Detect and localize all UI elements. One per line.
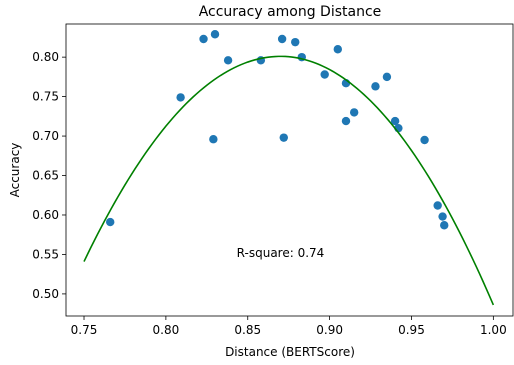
data-point [371,82,380,91]
r-square-annotation: R-square: 0.74 [237,246,325,260]
data-point [106,217,115,227]
data-point [277,34,287,44]
data-point [440,221,449,230]
x-tick-label: 0.80 [153,323,180,337]
x-tick-label: 0.90 [316,323,343,337]
data-point [320,70,329,79]
data-point [210,30,220,39]
data-point [341,116,351,126]
x-tick-label: 0.75 [71,323,98,337]
data-point [420,135,429,145]
x-axis-ticks: 0.75 0.80 0.85 0.90 0.95 1.00 [71,316,507,337]
data-point [209,135,218,144]
y-tick-label: 0.55 [32,247,59,261]
x-tick-label: 0.95 [398,323,425,337]
data-point [223,56,233,65]
data-point [433,201,442,210]
data-point [390,116,400,126]
data-point [349,108,359,117]
data-point [291,37,300,47]
x-tick-label: 0.85 [234,323,261,337]
data-point [438,212,447,221]
y-axis-label: Accuracy [8,143,22,198]
y-tick-label: 0.70 [32,129,59,143]
x-axis-label: Distance (BERTScore) [225,345,355,359]
data-point [333,45,342,54]
chart-title: Accuracy among Distance [199,4,382,20]
plot-area: R-square: 0.74 [83,30,495,306]
y-tick-label: 0.75 [32,90,59,104]
y-tick-label: 0.65 [32,169,59,183]
y-tick-label: 0.50 [32,287,59,301]
fit-curve [83,55,495,306]
axes-frame [65,23,514,317]
data-point [279,133,288,142]
data-point [199,34,208,44]
data-points [106,30,449,230]
data-point [382,72,392,82]
y-tick-label: 0.80 [32,50,59,64]
y-axis-ticks: 0.50 0.55 0.60 0.65 0.70 0.75 0.80 [32,50,66,301]
x-tick-label: 1.00 [480,323,507,337]
data-point [176,93,185,102]
y-tick-label: 0.60 [32,208,59,222]
